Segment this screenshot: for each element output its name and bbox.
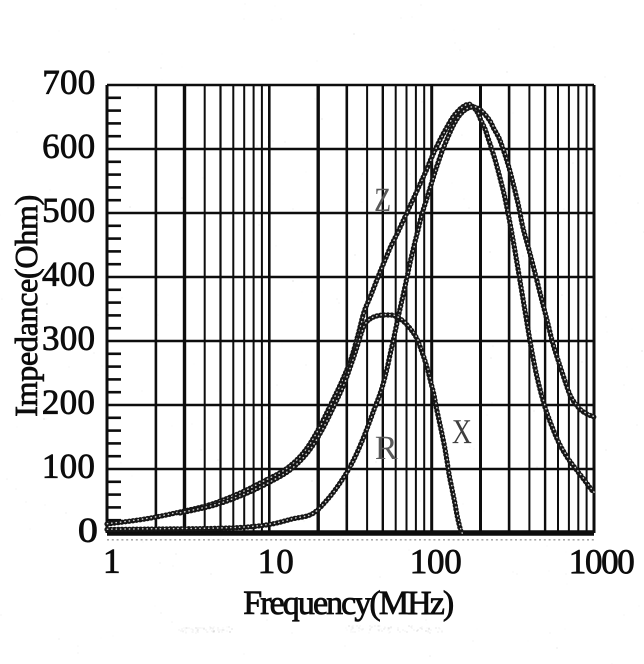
svg-text:300: 300: [42, 319, 95, 358]
svg-text:200: 200: [42, 383, 95, 422]
svg-text:R: R: [375, 430, 398, 467]
svg-text:600: 600: [42, 127, 95, 166]
svg-text:Frequency(MHz): Frequency(MHz): [243, 585, 454, 622]
svg-text:Z: Z: [374, 182, 391, 219]
svg-text:1: 1: [103, 542, 121, 581]
svg-text:100: 100: [42, 447, 95, 486]
svg-text:100: 100: [410, 542, 462, 581]
svg-text:400: 400: [42, 255, 95, 294]
svg-text:500: 500: [42, 191, 95, 230]
svg-text:1000: 1000: [569, 542, 635, 581]
svg-text:0: 0: [78, 511, 98, 550]
svg-text:700: 700: [42, 63, 95, 102]
svg-text:10: 10: [258, 542, 294, 581]
svg-text:X: X: [452, 412, 472, 451]
svg-text:Impedance(Ohm): Impedance(Ohm): [8, 195, 44, 417]
